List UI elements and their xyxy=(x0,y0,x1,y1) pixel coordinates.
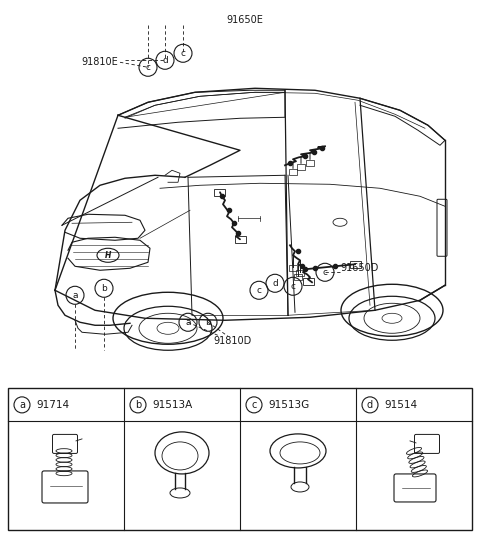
Text: 91513G: 91513G xyxy=(268,400,309,410)
Text: c: c xyxy=(323,268,327,277)
Text: 91650D: 91650D xyxy=(340,263,378,273)
Text: 91810D: 91810D xyxy=(213,337,251,346)
Text: 91810E: 91810E xyxy=(81,57,118,67)
Text: 91514: 91514 xyxy=(384,400,417,410)
Text: b: b xyxy=(205,318,211,327)
Text: c: c xyxy=(256,286,262,295)
Text: d: d xyxy=(272,279,278,288)
Text: c: c xyxy=(252,400,257,410)
Text: d: d xyxy=(162,56,168,65)
Text: 91513A: 91513A xyxy=(152,400,192,410)
Text: a: a xyxy=(19,400,25,410)
Text: b: b xyxy=(101,284,107,293)
Text: 91650E: 91650E xyxy=(227,16,264,25)
Text: c: c xyxy=(180,49,185,58)
Text: H: H xyxy=(105,251,111,260)
Text: b: b xyxy=(135,400,141,410)
Text: d: d xyxy=(367,400,373,410)
Text: a: a xyxy=(185,318,191,327)
Text: 91714: 91714 xyxy=(36,400,69,410)
Text: c: c xyxy=(290,282,296,291)
Text: a: a xyxy=(72,291,78,300)
Text: c: c xyxy=(145,63,151,72)
